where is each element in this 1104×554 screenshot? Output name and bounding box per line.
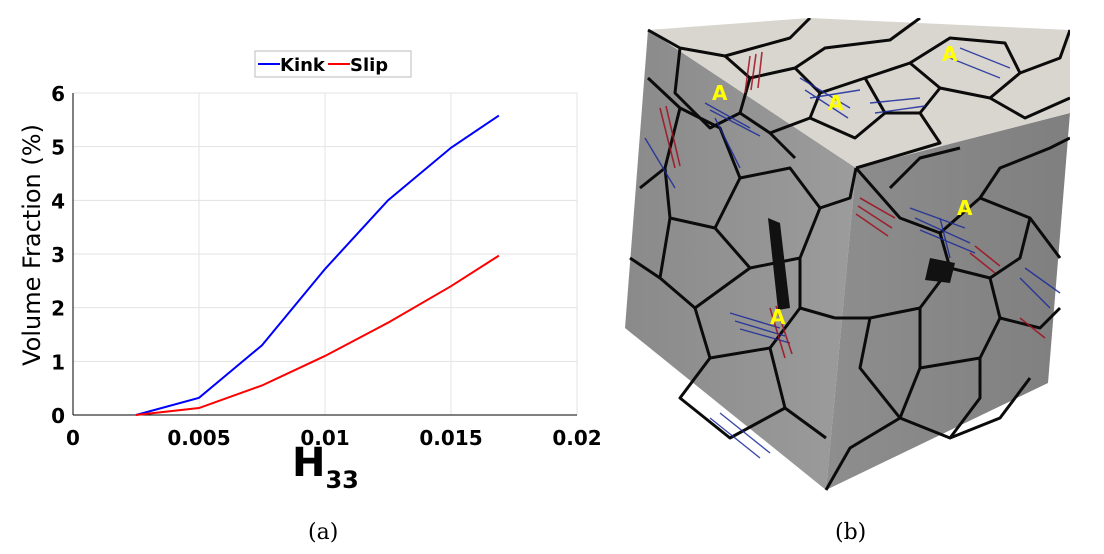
series-line-slip xyxy=(135,254,500,416)
y-tick-label: 1 xyxy=(51,350,65,374)
x-tick-label: 0 xyxy=(66,426,80,450)
label-a: A xyxy=(957,196,973,220)
cube-left-face xyxy=(625,30,856,490)
legend-kink-label: Kink xyxy=(280,55,326,76)
chart-axes xyxy=(72,93,577,416)
x-tick-labels: 0 0.005 0.01 0.015 0.02 xyxy=(66,426,602,450)
x-axis-label-subscript: 33 xyxy=(325,466,358,490)
x-tick-label: 0.005 xyxy=(167,426,230,450)
y-tick-label: 4 xyxy=(51,189,65,213)
y-tick-label: 2 xyxy=(51,297,65,321)
grain-structure-cube: A A A A A xyxy=(625,18,1070,491)
label-a: A xyxy=(712,81,728,105)
y-tick-label: 0 xyxy=(51,404,65,428)
x-axis-label-main: H xyxy=(292,440,325,486)
cube-right-face xyxy=(826,113,1070,490)
x-tick-label: 0.01 xyxy=(300,426,349,450)
void-region xyxy=(925,258,955,283)
grain-boundaries xyxy=(629,18,1070,491)
cube-top-face xyxy=(648,18,1070,168)
x-axis-label: H33 xyxy=(292,440,359,490)
series-line-kink xyxy=(135,114,500,416)
y-axis-label: Volume Fraction (%) xyxy=(18,124,46,366)
legend-slip-label: Slip xyxy=(350,55,388,76)
label-a: A xyxy=(942,42,958,66)
slip-bands xyxy=(659,51,1046,359)
label-a: A xyxy=(770,305,786,329)
kink-bands xyxy=(644,47,1061,459)
label-a: A xyxy=(828,91,844,115)
x-tick-label: 0.02 xyxy=(552,426,601,450)
y-tick-labels: 0 1 2 3 4 5 6 xyxy=(51,82,65,428)
void-region xyxy=(768,218,790,310)
y-tick-label: 5 xyxy=(51,136,65,160)
x-tick-label: 0.015 xyxy=(419,426,482,450)
caption-b: (b) xyxy=(835,520,867,545)
chart-series xyxy=(135,114,500,416)
chart-legend: Kink Slip xyxy=(254,50,412,78)
volume-fraction-chart: 0 1 2 3 4 5 6 0 0.005 0.01 0.015 0.02 Volume Fract… xyxy=(18,50,602,490)
y-tick-label: 3 xyxy=(51,243,65,267)
y-tick-label: 6 xyxy=(51,82,65,106)
chart-grid xyxy=(72,92,578,416)
caption-a: (a) xyxy=(308,520,339,545)
